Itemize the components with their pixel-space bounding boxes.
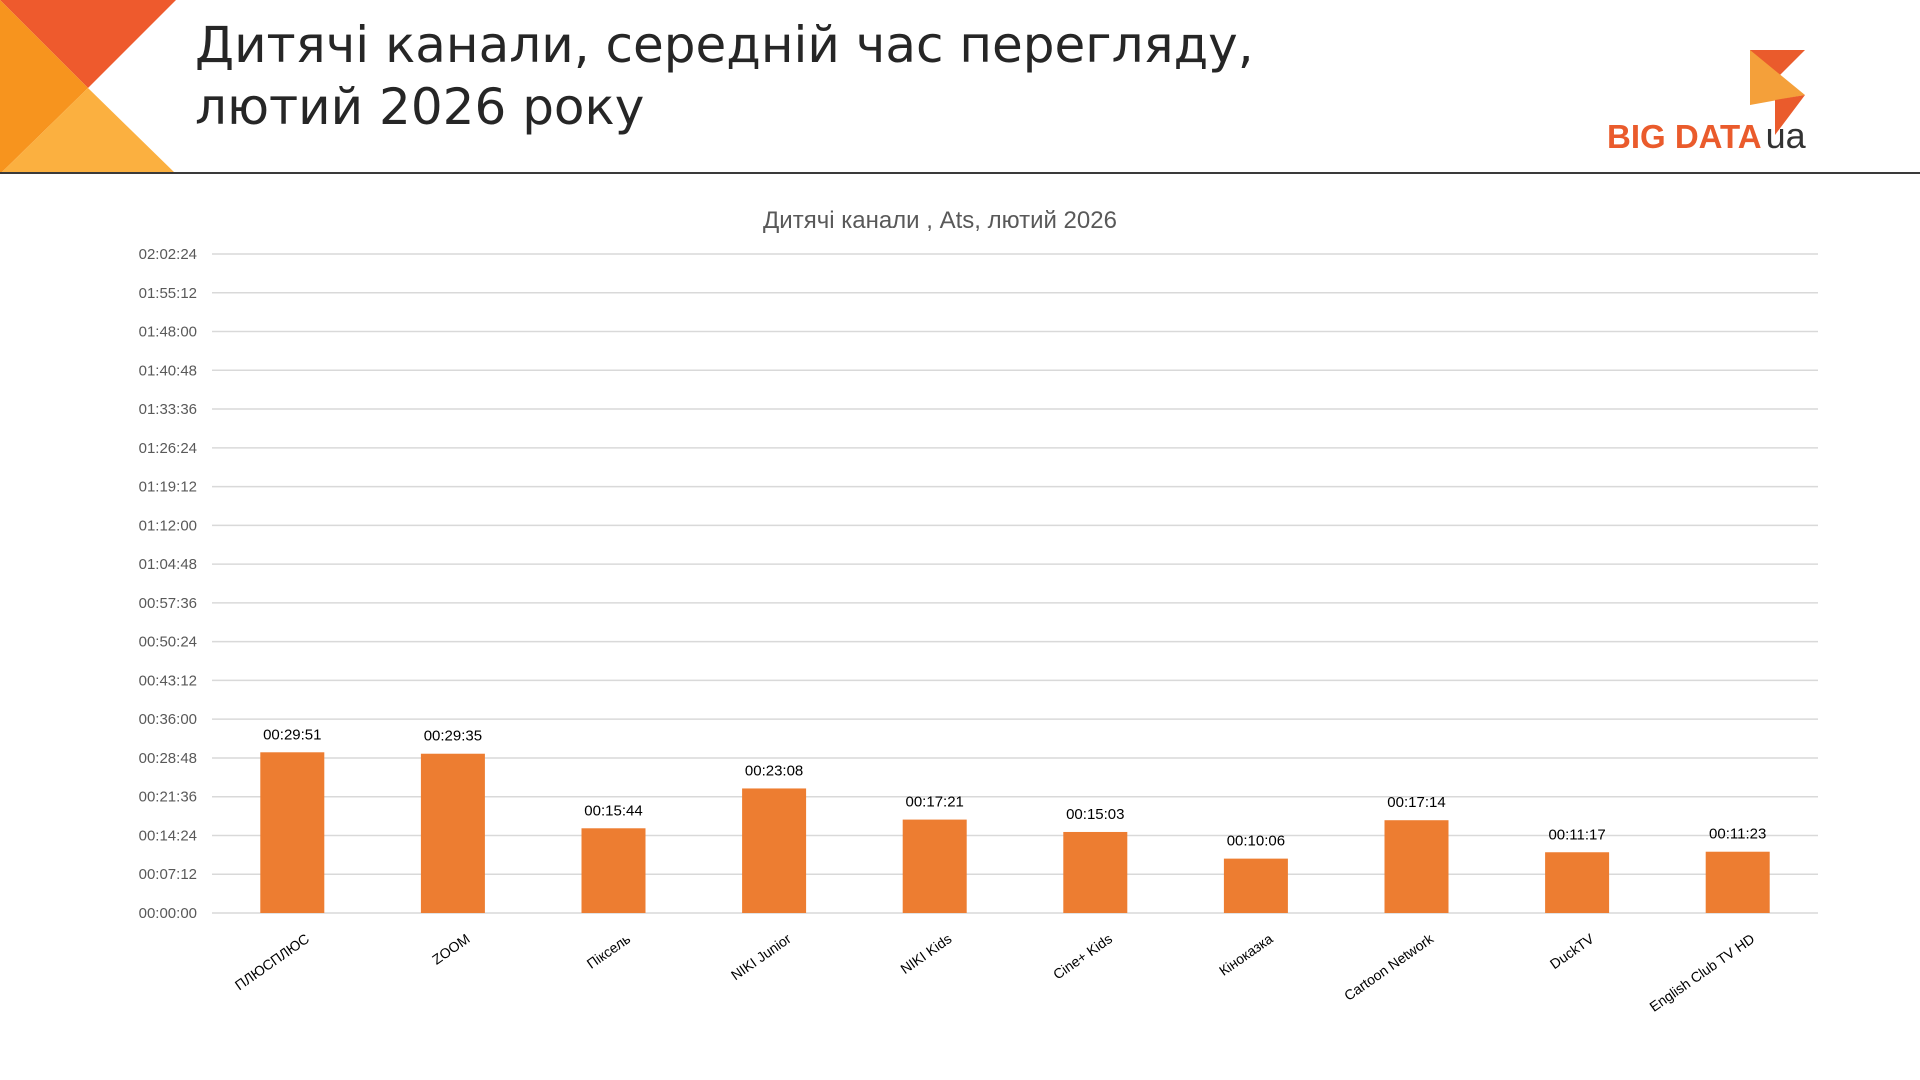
data-label: 00:17:14 xyxy=(1387,794,1445,811)
bar xyxy=(1063,831,1128,913)
page-title-line-1: Дитячі канали, середній час перегляду, xyxy=(195,16,1254,74)
x-tick-label: English Club TV HD xyxy=(1646,930,1757,1014)
data-label: 00:23:08 xyxy=(745,762,803,779)
y-tick-label: 01:04:48 xyxy=(139,556,197,573)
y-tick-label: 01:55:12 xyxy=(139,285,197,302)
data-label: 00:17:21 xyxy=(906,794,964,811)
y-tick-label: 02:02:24 xyxy=(139,246,197,263)
logo-text: BIG DATA ua xyxy=(1607,115,1806,157)
big-data-logo xyxy=(1600,40,1830,165)
data-label: 00:11:17 xyxy=(1548,826,1605,843)
data-label: 00:29:35 xyxy=(424,728,482,745)
logo-mark-icon xyxy=(1750,50,1805,135)
bar xyxy=(1223,858,1288,913)
data-label: 00:15:03 xyxy=(1066,806,1124,823)
chart-title: Дитячі канали , Ats, лютий 2026 xyxy=(763,207,1117,234)
y-tick-label: 01:26:24 xyxy=(139,440,197,457)
x-tick-label: NIKI Junior xyxy=(728,930,794,983)
x-tick-label: DuckTV xyxy=(1547,930,1598,972)
y-tick-label: 00:00:00 xyxy=(139,905,197,922)
bar xyxy=(581,828,646,913)
bar xyxy=(420,753,485,913)
logo-text-main: BIG DATA xyxy=(1607,118,1762,155)
corner-decoration xyxy=(0,0,176,174)
y-tick-label: 00:28:48 xyxy=(139,750,197,767)
bars xyxy=(260,752,1770,913)
y-tick-label: 00:43:12 xyxy=(139,672,197,689)
logo-text-suffix: ua xyxy=(1765,115,1806,156)
data-label: 00:29:51 xyxy=(263,726,321,743)
bar xyxy=(1384,820,1449,913)
y-tick-label: 01:33:36 xyxy=(139,401,197,418)
y-tick-label: 00:21:36 xyxy=(139,789,197,806)
x-tick-label: ПЛЮСПЛЮС xyxy=(232,930,312,993)
x-tick-label: Кіноказка xyxy=(1216,930,1276,978)
x-tick-label: Cine+ Kids xyxy=(1050,930,1115,982)
header-divider xyxy=(0,172,1920,174)
y-tick-label: 01:48:00 xyxy=(139,324,197,341)
y-tick-label: 00:57:36 xyxy=(139,595,197,612)
y-tick-label: 01:19:12 xyxy=(139,479,197,496)
data-label: 00:15:44 xyxy=(584,802,642,819)
y-tick-label: 00:50:24 xyxy=(139,634,197,651)
x-tick-label: Піксель xyxy=(584,930,634,971)
x-tick-label: NIKI Kids xyxy=(897,930,954,977)
y-tick-label: 00:14:24 xyxy=(139,827,197,844)
x-axis-ticks: ПЛЮСПЛЮС ZOOM Піксель NIKI Junior NIKI Kids C… xyxy=(232,930,1758,1015)
bar xyxy=(902,819,967,913)
y-tick-label: 00:07:12 xyxy=(139,866,197,883)
bar xyxy=(742,788,807,913)
y-tick-label: 01:12:00 xyxy=(139,517,197,534)
bar-chart: Дитячі канали , Ats, лютий 2026 00:00:00… xyxy=(139,207,1818,1015)
x-tick-label: ZOOM xyxy=(429,930,473,967)
data-labels: 00:29:51 00:29:35 00:15:44 00:23:08 00:17:21… xyxy=(263,726,1766,849)
x-tick-label: Cartoon Network xyxy=(1341,930,1437,1004)
bar xyxy=(1545,852,1610,913)
page-title-line-2: лютий 2026 року xyxy=(195,78,645,136)
data-label: 00:11:23 xyxy=(1709,826,1766,843)
bar xyxy=(260,752,325,913)
y-tick-label: 01:40:48 xyxy=(139,362,197,379)
bar xyxy=(1705,851,1770,913)
y-axis-ticks: 00:00:00 00:07:12 00:14:24 00:21:36 00:28:48… xyxy=(139,246,197,922)
page-title: Дитячі канали, середній час перегляду, л… xyxy=(195,14,1254,138)
y-tick-label: 00:36:00 xyxy=(139,711,197,728)
data-label: 00:10:06 xyxy=(1227,833,1285,850)
